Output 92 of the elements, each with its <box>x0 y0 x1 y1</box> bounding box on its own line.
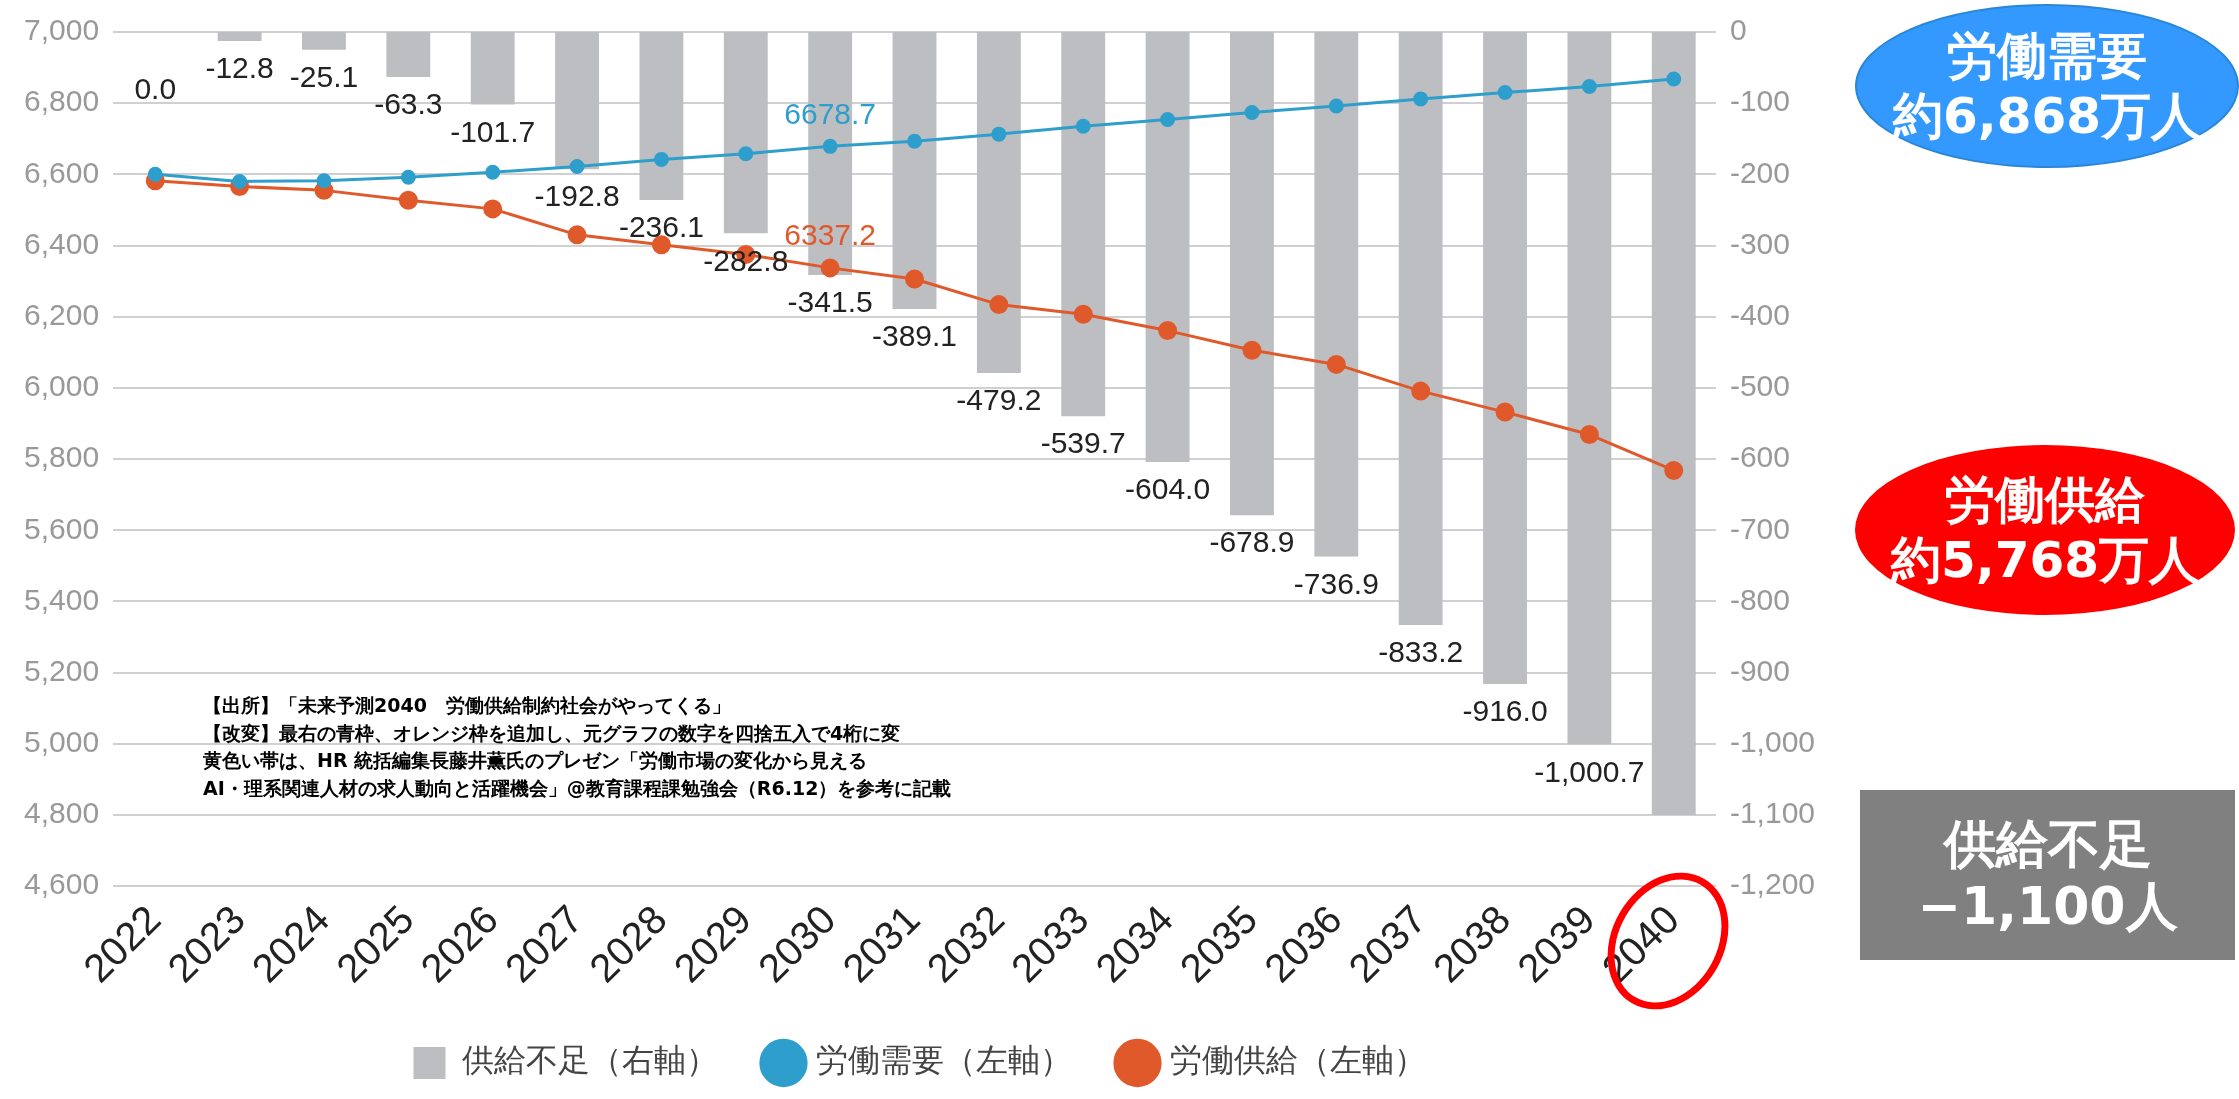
legend-label: 労働需要（左軸） <box>815 1041 1072 1080</box>
point <box>1497 85 1513 100</box>
data-label: 6678.7 <box>784 96 877 130</box>
point <box>1411 381 1431 401</box>
data-label: -736.9 <box>1293 566 1379 600</box>
text: 労働需要 <box>1947 26 2147 86</box>
point <box>820 258 840 278</box>
point <box>398 190 418 210</box>
y-tick-label: 6,000 <box>24 369 100 403</box>
point <box>822 138 838 154</box>
data-label: -101.7 <box>450 114 536 148</box>
point <box>1664 460 1684 480</box>
text: 供給不足 <box>1943 812 2152 875</box>
text: 約5,768万人 <box>1890 530 2200 590</box>
y2-tick-label: -300 <box>1729 226 1790 260</box>
point <box>1495 402 1515 422</box>
data-label: 6337.2 <box>784 218 877 252</box>
annotation: 【出所】「未来予測2040 労働供給制約社会がやってくる」 <box>203 693 732 718</box>
data-label: -539.7 <box>1040 426 1126 460</box>
y-tick-label: 7,000 <box>24 13 100 47</box>
data-label: -12.8 <box>205 51 274 85</box>
text: 約6,868万人 <box>1892 86 2202 146</box>
point <box>651 235 671 255</box>
y2-tick-label: 0 <box>1729 13 1747 47</box>
data-label: -192.8 <box>534 179 620 213</box>
text: 労働供給 <box>1945 470 2145 530</box>
y-tick-label: 4,600 <box>24 867 100 901</box>
point <box>1244 104 1260 120</box>
data-label: -833.2 <box>1378 635 1464 669</box>
point <box>1326 354 1346 374</box>
point <box>400 169 416 185</box>
text: −1,100人 <box>1917 875 2178 938</box>
point <box>485 164 501 180</box>
point <box>1328 98 1344 114</box>
y2-tick-label: -700 <box>1729 511 1790 545</box>
point <box>907 133 923 149</box>
point <box>483 199 503 219</box>
data-label: -916.0 <box>1462 694 1548 728</box>
y2-tick-label: -1,200 <box>1729 867 1816 901</box>
data-label: -604.0 <box>1125 472 1211 506</box>
y-tick-label: 5,600 <box>24 511 100 545</box>
data-label: -479.2 <box>956 383 1042 417</box>
y2-tick-label: -800 <box>1729 582 1790 616</box>
point <box>567 225 587 245</box>
y2-tick-label: -1,100 <box>1729 796 1816 830</box>
y-tick-label: 6,400 <box>24 226 100 260</box>
data-label: -341.5 <box>787 285 873 319</box>
point <box>1160 112 1176 128</box>
data-label: -389.1 <box>871 319 958 353</box>
y-tick-label: 5,200 <box>24 653 100 687</box>
data-label: 0.0 <box>134 72 177 106</box>
point <box>1579 425 1599 445</box>
point <box>1073 304 1093 324</box>
point <box>1242 340 1262 360</box>
y2-tick-label: -600 <box>1729 440 1790 474</box>
point <box>1158 321 1178 341</box>
annotation: 黄色い帯は、HR 統括編集長藤井薫氏のプレゼン「労働市場の変化から見える <box>203 748 869 774</box>
point <box>1666 71 1682 87</box>
y2-tick-label: -100 <box>1729 84 1790 118</box>
y-tick-label: 6,800 <box>24 84 100 118</box>
annotation: AI・理系関連人材の求人動向と活躍機会」@教育課程課勉強会（R6.12）を参考に記載 <box>203 775 952 801</box>
y2-tick-label: -500 <box>1729 369 1790 403</box>
data-label: -25.1 <box>289 60 359 94</box>
y-tick-label: 4,800 <box>24 796 100 830</box>
y2-tick-label: -400 <box>1729 297 1790 331</box>
point <box>1413 91 1429 107</box>
y-tick-label: 6,600 <box>24 155 100 189</box>
data-label: -678.9 <box>1209 525 1295 559</box>
point <box>738 146 754 162</box>
point <box>1075 118 1091 134</box>
y-tick-label: 6,200 <box>24 297 100 331</box>
data-label: -1,000.7 <box>1534 754 1645 788</box>
point <box>316 173 332 189</box>
point <box>905 269 925 289</box>
point <box>991 126 1007 142</box>
annotation: 【改変】最右の青枠、オレンジ枠を追加し、元グラフの数字を四捨五入で4桁に変 <box>203 720 902 746</box>
legend-label: 供給不足（右軸） <box>461 1041 718 1080</box>
point <box>1581 78 1597 94</box>
y2-tick-label: -900 <box>1729 653 1790 687</box>
point <box>989 295 1009 315</box>
data-label: -236.1 <box>618 210 704 244</box>
point <box>653 151 669 167</box>
y2-tick-label: -1,000 <box>1729 725 1816 759</box>
y-tick-label: 5,000 <box>24 725 100 759</box>
point <box>569 159 585 175</box>
point <box>147 166 163 182</box>
legend-label: 労働供給（左軸） <box>1169 1041 1426 1080</box>
y-tick-label: 5,800 <box>24 440 100 474</box>
y2-tick-label: -200 <box>1729 155 1790 189</box>
point <box>232 173 248 189</box>
data-label: -63.3 <box>374 87 443 121</box>
y-tick-label: 5,400 <box>24 582 100 616</box>
